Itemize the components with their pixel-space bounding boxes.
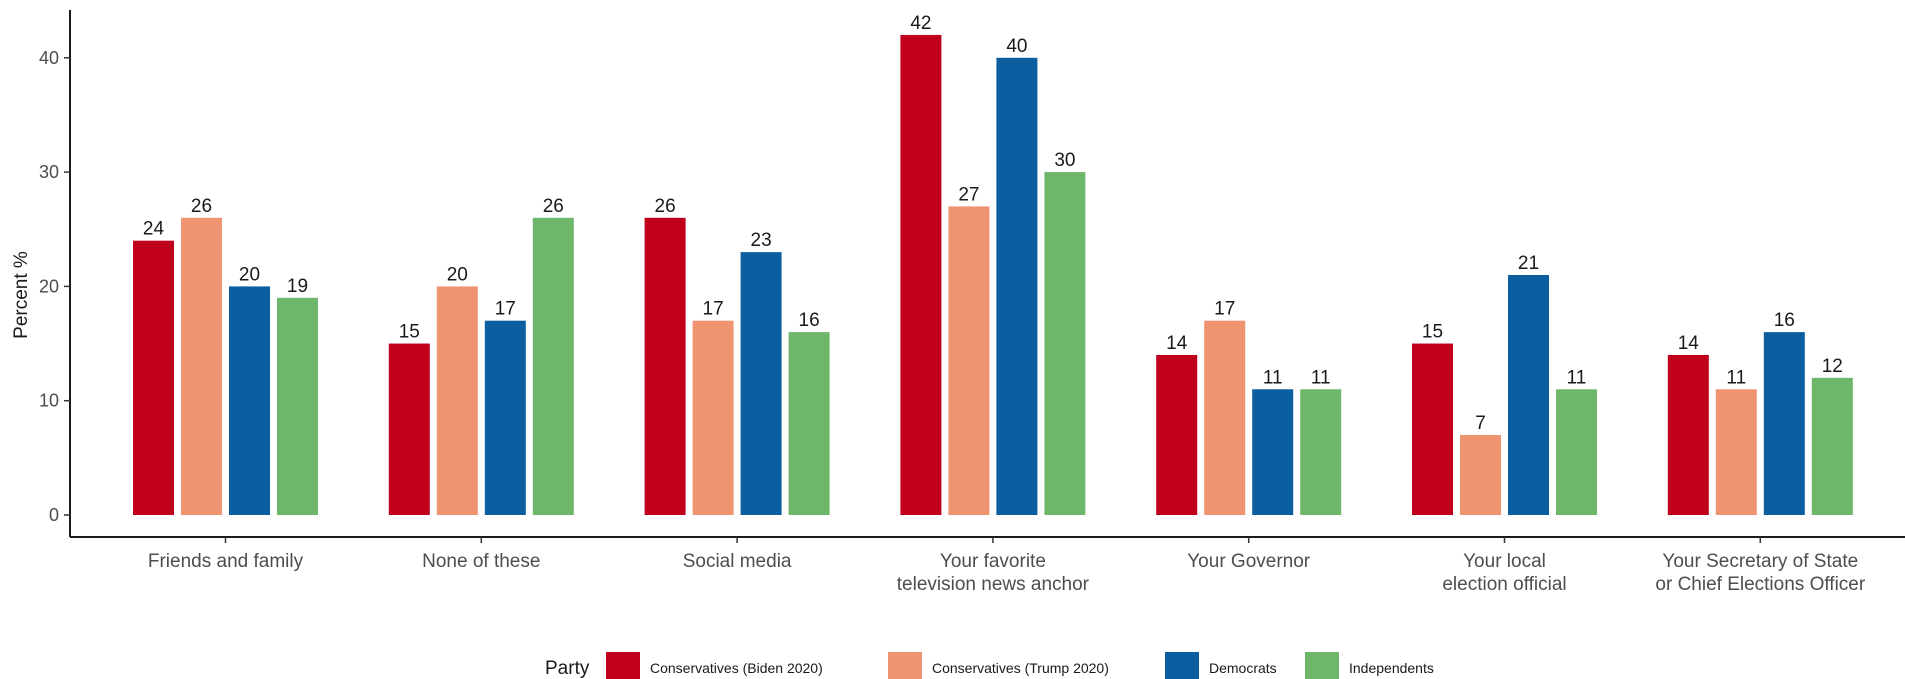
- bar: [1252, 389, 1294, 515]
- bar-value-label: 20: [447, 264, 468, 285]
- bar: [181, 217, 222, 515]
- bar-value-label: 17: [495, 299, 516, 320]
- legend-key: [1305, 652, 1339, 679]
- bar-value-label: 15: [399, 322, 420, 343]
- bar: [1412, 343, 1453, 515]
- bar: [1763, 332, 1805, 515]
- bar-value-label: 17: [1214, 299, 1235, 320]
- bar: [644, 217, 686, 515]
- bar-value-label: 16: [799, 310, 820, 331]
- y-tick-label: 10: [39, 391, 59, 411]
- bars: [133, 34, 1853, 516]
- bar: [436, 286, 478, 515]
- bar-value-label: 15: [1422, 322, 1443, 343]
- x-tick-label: Friends and family: [148, 551, 304, 572]
- bar-value-label: 14: [1166, 333, 1188, 354]
- bar-value-label: 11: [1567, 367, 1587, 388]
- bar-value-label: 27: [958, 184, 979, 205]
- bar-value-labels: 24 26 20 19 15 20 17 26 26 17 23 16 42 27 40 30 14 17 11 11…: [143, 13, 1843, 434]
- x-tick-label: election official: [1442, 574, 1566, 595]
- legend-key: [888, 652, 922, 679]
- bar-value-label: 30: [1054, 150, 1075, 171]
- bar-value-label: 11: [1263, 367, 1283, 388]
- legend-key: [606, 652, 640, 679]
- legend-label: Conservatives (Biden 2020): [650, 660, 823, 676]
- bar-value-label: 14: [1678, 333, 1700, 354]
- bar-value-label: 23: [751, 230, 772, 251]
- legend-key: [1165, 652, 1199, 679]
- bar: [1715, 389, 1757, 515]
- bar: [1300, 389, 1342, 515]
- bar-value-label: 21: [1518, 253, 1539, 274]
- bar-value-label: 11: [1311, 367, 1331, 388]
- legend-label: Democrats: [1209, 660, 1277, 676]
- bar-value-label: 40: [1006, 36, 1027, 57]
- x-axis: Friends and family None of these Social me…: [70, 536, 1905, 595]
- x-tick-label: None of these: [422, 551, 540, 572]
- bar: [1204, 320, 1246, 515]
- bar: [948, 206, 990, 515]
- bar: [1667, 354, 1709, 515]
- y-tick-label: 0: [49, 505, 59, 525]
- bar: [229, 286, 270, 515]
- x-tick-label: Social media: [683, 551, 792, 572]
- bar: [532, 217, 574, 515]
- bar: [996, 57, 1038, 516]
- y-tick-label: 30: [39, 162, 59, 182]
- bar: [1156, 354, 1198, 515]
- bar: [388, 343, 430, 515]
- y-tick-label: 20: [39, 276, 59, 296]
- bar-value-label: 19: [287, 276, 308, 297]
- bar: [740, 252, 782, 516]
- bar-value-label: 42: [910, 13, 931, 34]
- y-axis: 0 10 20 30 40: [39, 10, 71, 537]
- bar-value-label: 11: [1726, 367, 1746, 388]
- bar: [788, 332, 830, 515]
- bar: [1044, 172, 1086, 515]
- bar-value-label: 17: [703, 299, 724, 320]
- bar-value-label: 26: [191, 196, 212, 217]
- bar-value-label: 16: [1774, 310, 1795, 331]
- bar-value-label: 24: [143, 219, 165, 240]
- bar: [900, 34, 942, 515]
- bar: [1508, 274, 1549, 515]
- x-tick-label: Your favorite: [940, 551, 1046, 572]
- x-tick-label: television news anchor: [897, 574, 1090, 595]
- x-tick-label: Your local: [1463, 551, 1546, 572]
- legend: Party Conservatives (Biden 2020) Conserva…: [545, 652, 1434, 679]
- legend-label: Conservatives (Trump 2020): [932, 660, 1109, 676]
- bar-value-label: 26: [543, 196, 564, 217]
- y-tick-label: 40: [39, 48, 59, 68]
- x-tick-label: Your Governor: [1187, 551, 1311, 572]
- bar: [692, 320, 734, 515]
- legend-title: Party: [545, 658, 590, 679]
- legend-label: Independents: [1349, 660, 1434, 676]
- bar-value-label: 20: [239, 264, 260, 285]
- y-axis-title: Percent %: [11, 251, 32, 339]
- bar-value-label: 12: [1822, 356, 1843, 377]
- bar: [1460, 434, 1501, 515]
- bar: [133, 240, 174, 515]
- bar: [277, 297, 318, 515]
- bar-value-label: 7: [1475, 413, 1486, 434]
- x-tick-label: Your Secretary of State: [1662, 551, 1858, 572]
- bar: [1811, 377, 1853, 515]
- bar: [1556, 389, 1597, 515]
- x-tick-label: or Chief Elections Officer: [1655, 574, 1865, 595]
- bar: [484, 320, 526, 515]
- bar-value-label: 26: [655, 196, 676, 217]
